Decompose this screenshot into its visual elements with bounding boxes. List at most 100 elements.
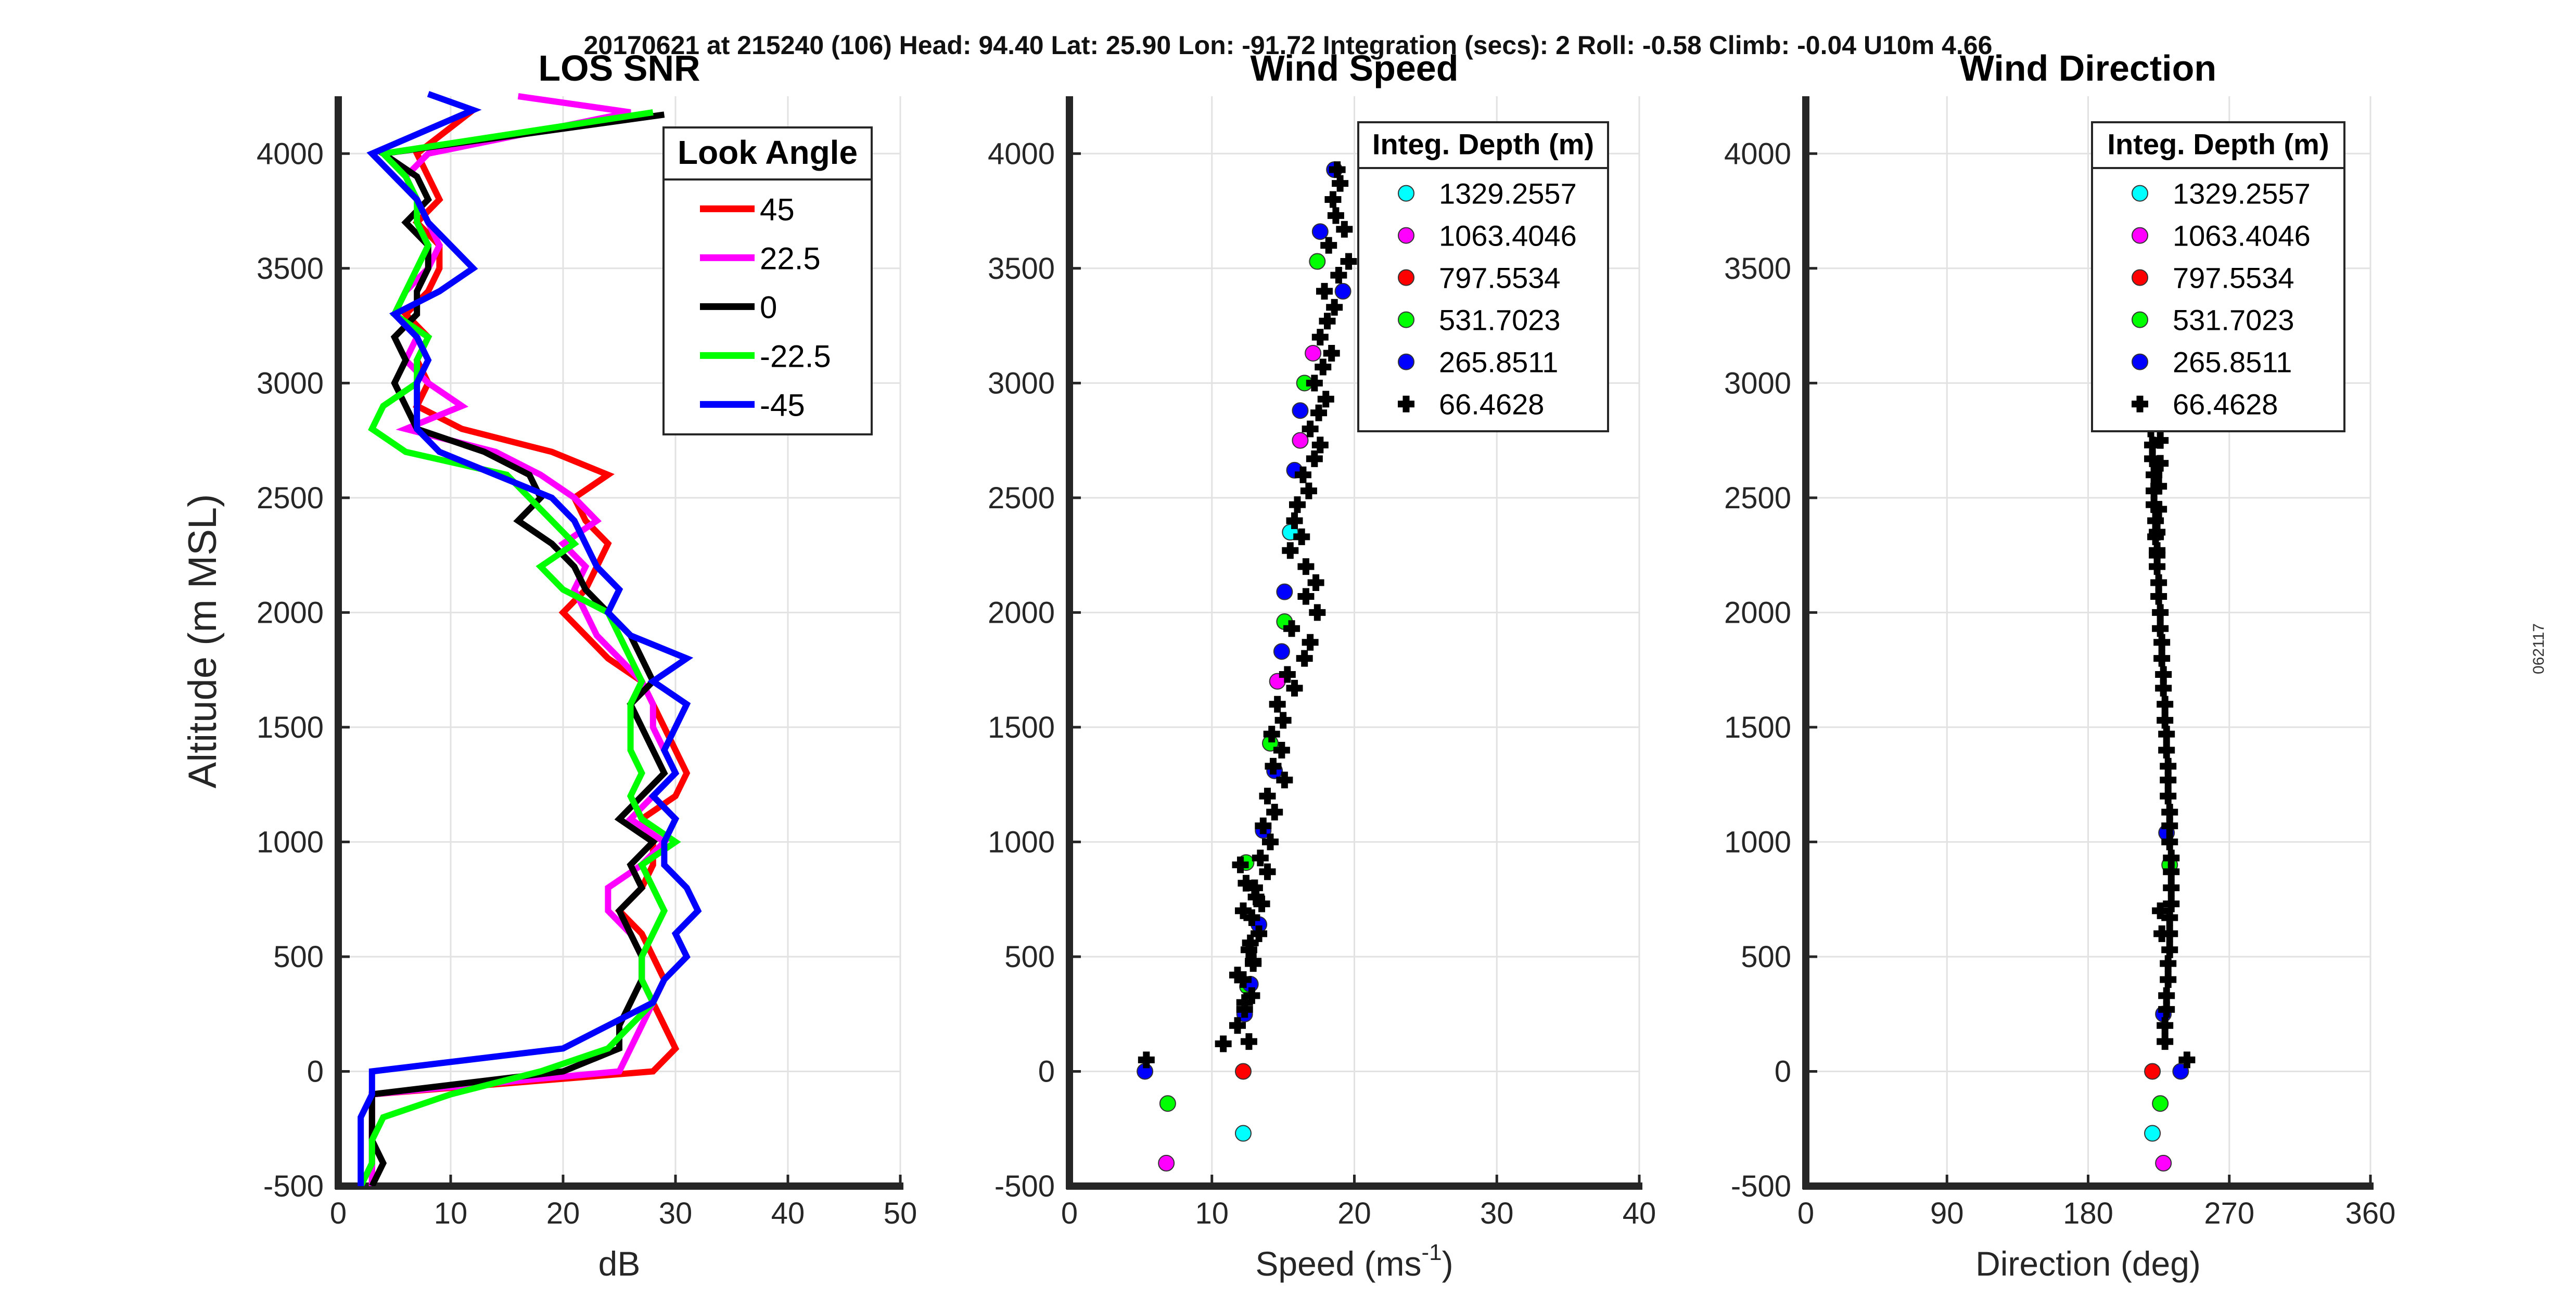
data-point-66-4628 [1317, 391, 1334, 408]
legend-label: 0 [760, 290, 777, 325]
data-point-66-4628 [1240, 1033, 1257, 1050]
data-point-66-4628 [2161, 817, 2178, 834]
x-tick-label: 30 [1480, 1197, 1514, 1230]
legend-entry-797-5534: 797.5534 [2132, 262, 2294, 294]
y-tick-label: 2500 [988, 481, 1055, 515]
legend-entry-531-7023: 531.7023 [1398, 304, 1561, 337]
legend: Integ. Depth (m) 1329.2557 1063.4046 797.55… [2091, 121, 2345, 432]
data-point-66-4628 [1138, 1051, 1155, 1069]
data-point-1329-2557 [1234, 1125, 1252, 1142]
legend-swatch [2132, 353, 2148, 370]
data-point-66-4628 [1269, 696, 1286, 713]
data-point-66-4628 [2158, 1001, 2175, 1018]
y-tick-label: 2000 [257, 596, 324, 629]
legend-label: -22.5 [760, 339, 831, 374]
data-point-66-4628 [1242, 934, 1259, 951]
x-axis-label-superscript: -1 [1422, 1240, 1442, 1265]
data-point-66-4628 [2160, 788, 2177, 805]
y-tick-label: 3000 [1724, 366, 1791, 400]
data-point-66-4628 [2158, 726, 2175, 743]
data-point-1063-4046 [1305, 344, 1322, 362]
panel-wind-speed: 0 10 20 30 40-500050010001500200025003000350… [988, 48, 1656, 1283]
legend-entry-66-4628: 66.4628 [1398, 388, 1544, 421]
data-point-66-4628 [1319, 313, 1336, 330]
y-tick-label: 0 [307, 1054, 324, 1088]
data-point-1329-2557 [2144, 1125, 2161, 1142]
data-point-66-4628 [2153, 650, 2171, 667]
legend-entry-0: 0 [700, 290, 777, 325]
data-point-66-4628 [1294, 466, 1311, 483]
y-tick-label: 0 [1775, 1054, 1791, 1088]
legend-swatch [2132, 395, 2148, 413]
data-point-265-8511 [1292, 402, 1309, 419]
data-point-66-4628 [2157, 696, 2174, 713]
data-point-66-4628 [1229, 1017, 1246, 1034]
x-tick-label: 20 [1337, 1197, 1371, 1230]
data-point-66-4628 [1315, 358, 1332, 376]
data-point-66-4628 [2160, 955, 2177, 972]
x-tick-label: 40 [1623, 1197, 1656, 1230]
data-point-66-4628 [2152, 604, 2169, 621]
x-tick-label: 0 [330, 1197, 347, 1230]
data-point-66-4628 [2153, 925, 2171, 942]
data-point-66-4628 [2153, 634, 2171, 651]
data-point-66-4628 [2157, 1017, 2174, 1034]
x-axis-label: Speed (ms-1) [1255, 1240, 1453, 1283]
data-point-66-4628 [1309, 604, 1326, 621]
legend-entry-1329-2557: 1329.2557 [1398, 177, 1577, 210]
data-point-66-4628 [1252, 850, 1269, 867]
legend-label: 66.4628 [1439, 388, 1544, 421]
data-point-531-7023 [1309, 253, 1326, 270]
data-point-66-4628 [1247, 889, 1265, 906]
legend-entry-22-5: 22.5 [700, 241, 821, 276]
data-point-66-4628 [1232, 856, 1249, 873]
y-tick-label: 4000 [988, 137, 1055, 171]
x-tick-label: 30 [659, 1197, 693, 1230]
legend-swatch [1398, 311, 1414, 328]
panel-los-snr: 0 10 20 30 40 50-5000500100015002000250030003… [181, 48, 917, 1283]
data-point-66-4628 [2150, 478, 2167, 495]
data-point-66-4628 [1286, 679, 1303, 697]
data-point-66-4628 [1245, 953, 1262, 970]
legend-label: -45 [760, 388, 805, 422]
data-point-66-4628 [1259, 863, 1276, 880]
data-point-66-4628 [1283, 620, 1300, 637]
y-tick-label: -500 [994, 1169, 1055, 1203]
figure-header: 20170621 at 215240 (106) Head: 94.40 Lat… [583, 31, 1993, 60]
series-line-0 [368, 111, 668, 1186]
legend-swatch [1398, 185, 1414, 202]
legend-entry-45: -45 [700, 388, 805, 422]
data-point-66-4628 [2158, 742, 2175, 758]
legend-swatch [2132, 269, 2148, 286]
x-tick-label: 360 [2345, 1197, 2396, 1230]
y-tick-label: 0 [1038, 1054, 1055, 1088]
legend-title: Integ. Depth (m) [2107, 128, 2329, 161]
data-point-66-4628 [2163, 879, 2180, 896]
data-point-66-4628 [1279, 666, 1296, 683]
data-point-66-4628 [1302, 634, 1319, 651]
y-tick-label: 1000 [988, 825, 1055, 859]
legend-swatch [2132, 311, 2148, 328]
y-tick-label: 500 [1741, 940, 1791, 974]
panel-wind-direction: 0 90 180 270 360-500050010001500200025003000… [1724, 48, 2395, 1283]
data-point-66-4628 [2161, 833, 2178, 851]
data-point-66-4628 [1236, 994, 1253, 1011]
data-point-1063-4046 [1158, 1154, 1175, 1172]
data-point-66-4628 [1259, 788, 1276, 805]
legend-label: 66.4628 [2173, 388, 2278, 421]
data-point-66-4628 [2149, 524, 2166, 541]
data-point-66-4628 [1316, 282, 1333, 300]
legend-entry-1063-4046: 1063.4046 [1398, 220, 1577, 252]
data-point-531-7023 [1159, 1095, 1176, 1112]
legend-entry-265-8511: 265.8511 [2132, 346, 2292, 379]
x-axis-label: Direction (deg) [1975, 1244, 2201, 1283]
x-tick-label: 270 [2204, 1197, 2254, 1230]
y-tick-label: 2500 [1724, 481, 1791, 515]
legend-label: 22.5 [760, 241, 821, 276]
data-point-66-4628 [1234, 902, 1252, 919]
legend-entry-66-4628: 66.4628 [2132, 388, 2278, 421]
x-tick-label: 10 [1195, 1197, 1229, 1230]
data-point-66-4628 [1251, 925, 1268, 942]
data-point-66-4628 [1297, 588, 1315, 605]
